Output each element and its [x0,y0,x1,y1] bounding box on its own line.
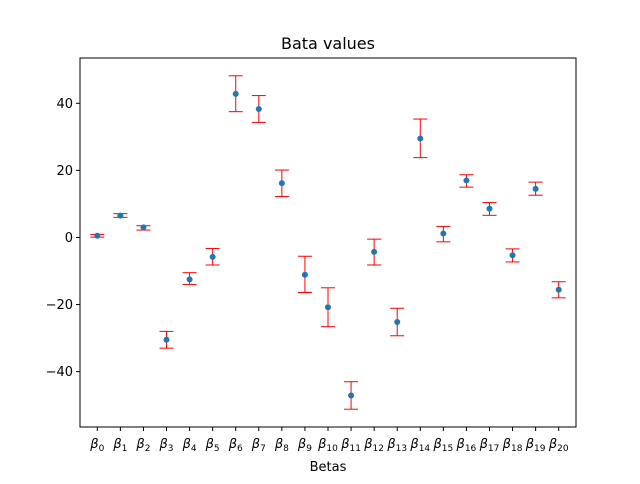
data-point-20 [555,286,562,293]
data-point-15 [440,230,447,237]
x-tick-label-15: β15 [432,437,453,454]
data-point-8 [278,180,285,187]
x-tick-label-13: β13 [386,437,407,454]
x-tick-label-17: β17 [479,437,500,454]
x-tick-label-11: β11 [340,437,361,454]
x-tick-label-16: β16 [456,437,477,454]
x-tick-label-19: β19 [525,437,546,454]
x-tick-label-2: β2 [135,437,150,454]
data-point-18 [509,252,516,259]
x-axis-label: Betas [310,460,347,475]
data-point-12 [371,248,378,255]
data-points [94,90,562,399]
x-tick-label-6: β6 [228,437,243,454]
plot-frame [79,57,577,428]
data-point-16 [463,177,470,184]
data-point-10 [325,304,331,311]
data-point-0 [94,232,101,239]
x-tick-label-9: β9 [297,437,312,454]
x-tick-label-3: β3 [158,437,173,454]
data-point-14 [417,135,424,142]
x-tick-label-1: β1 [112,437,127,454]
x-axis: β0 β1 β2 β3 β4 β5 β6 β7 β8 β9 β10 β11 β12 β13 β14 β15 β1… [89,427,569,454]
data-point-7 [255,105,262,112]
data-point-4 [186,276,193,283]
data-point-6 [232,90,239,97]
error-bars [90,75,566,410]
y-tick-label-2: 0 [65,231,73,246]
data-point-19 [532,185,539,192]
x-tick-label-8: β8 [274,437,289,454]
x-tick-label-12: β12 [363,437,384,454]
x-tick-label-20: β20 [548,437,569,454]
x-tick-label-5: β5 [205,437,220,454]
y-tick-label-0: −40 [46,365,73,380]
x-tick-label-18: β18 [502,437,523,454]
y-tick-label-4: 40 [56,97,73,112]
data-point-5 [209,253,216,260]
data-point-17 [486,205,493,212]
x-tick-label-0: β0 [89,437,104,454]
data-point-1 [117,212,124,219]
x-tick-label-10: β10 [317,437,338,454]
y-axis: −40 −20 0 20 40 [46,97,80,380]
data-point-9 [301,271,308,278]
chart-title: Bata values [281,34,375,53]
x-tick-label-14: β14 [409,437,430,454]
x-tick-label-4: β4 [182,437,197,454]
data-point-3 [163,336,170,343]
y-tick-label-3: 20 [56,164,73,179]
data-point-2 [140,224,147,231]
x-tick-label-7: β7 [251,437,266,454]
data-point-13 [394,319,401,326]
y-tick-label-1: −20 [46,298,73,313]
data-point-11 [348,392,355,399]
